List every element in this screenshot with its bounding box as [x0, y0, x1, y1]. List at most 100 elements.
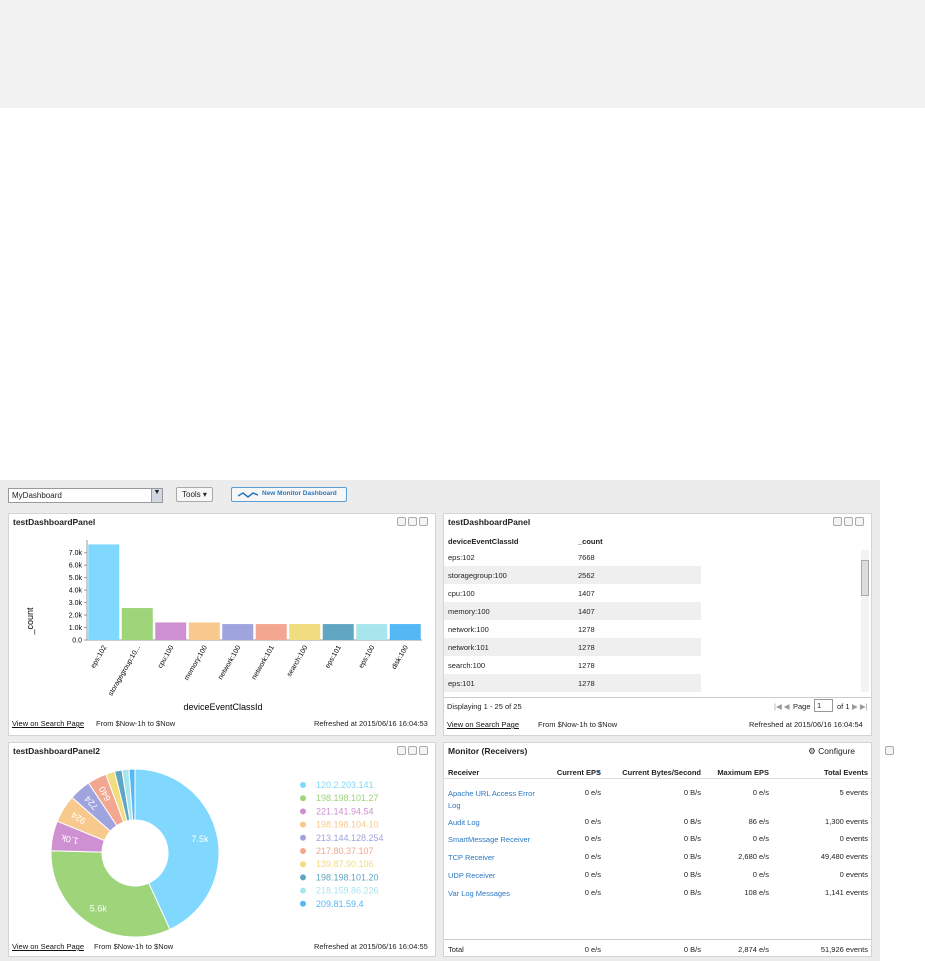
close-icon[interactable]: [883, 746, 897, 756]
refreshed-label: Refreshed at: [314, 719, 357, 728]
legend-marker: [300, 848, 306, 854]
refreshed-time: 2015/06/16 16:04:54: [794, 720, 863, 729]
table-row: cpu:100 1407: [444, 584, 701, 602]
panel-icons[interactable]: [831, 517, 869, 527]
table-cell: 1278: [578, 661, 595, 670]
total-rule: [444, 939, 871, 940]
total-cell: Total: [448, 945, 464, 954]
x-axis-label: deviceEventClassId: [183, 702, 262, 712]
column-header: Total Events: [823, 768, 868, 777]
legend-marker: [300, 795, 306, 802]
legend-label: 221.141.94.54: [316, 806, 374, 816]
x-tick-label: memory:100: [183, 644, 209, 681]
bar: [255, 624, 287, 640]
table-cell: 0 e/s: [584, 852, 601, 861]
bar: [322, 624, 354, 640]
search-link[interactable]: View on Search Page: [12, 719, 84, 728]
table-cell: 108 e/s: [744, 888, 769, 897]
x-tick-label: search:100: [286, 644, 309, 678]
panel-title: testDashboardPanel: [448, 517, 531, 527]
table-cell: cpu:100: [448, 589, 475, 598]
table-cell: 5 events: [839, 788, 868, 797]
scrollbar[interactable]: [861, 550, 869, 692]
receiver-link[interactable]: Audit Log: [448, 818, 480, 827]
column-header: Current EPS: [556, 768, 601, 777]
column-header: Maximum EPS: [717, 768, 769, 777]
page-input[interactable]: 1: [814, 699, 833, 712]
table-cell: 86 e/s: [748, 817, 769, 826]
table-cell: eps:102: [448, 553, 475, 562]
receiver-link[interactable]: Var Log Messages: [448, 889, 510, 898]
table-cell: 0 events: [839, 870, 868, 879]
table-cell: 49,480 events: [820, 852, 868, 861]
legend-marker: [300, 834, 306, 841]
panel: testDashboardPanel 0.0 1.0k 2.0k 3.0k 4.0k 5.…: [8, 513, 436, 736]
x-tick-label: network:101: [251, 644, 276, 681]
refreshed-label: Refreshed at: [749, 720, 792, 729]
legend-label: 198.198.104.10: [316, 820, 379, 830]
panel-icons[interactable]: [395, 517, 433, 527]
legend-label: 120.2.203.141: [316, 780, 374, 790]
y-tick-label: 0.0: [72, 638, 82, 645]
page-of: of 1: [837, 702, 850, 711]
table-cell: 0 B/s: [683, 788, 701, 797]
receiver-link[interactable]: TCP Receiver: [448, 853, 495, 862]
tools-label: Tools: [182, 490, 201, 499]
bar: [121, 608, 153, 640]
search-link[interactable]: View on Search Page: [12, 942, 84, 951]
legend-marker: [300, 808, 306, 815]
receiver-link[interactable]: UDP Receiver: [448, 871, 496, 880]
legend-label: 218.159.86.226: [316, 886, 379, 896]
table-cell: 0 e/s: [584, 817, 601, 826]
slice-label: 7.5k: [191, 834, 209, 844]
pager-last[interactable]: ▶ ▶|: [852, 702, 868, 711]
bar: [389, 624, 421, 640]
table-cell: 1278: [578, 643, 595, 652]
table-cell: 0 e/s: [752, 870, 769, 879]
pager-first[interactable]: |◀ ◀: [774, 702, 790, 711]
legend-label: 139.87.90.106: [316, 859, 374, 869]
dashboard-select[interactable]: MyDashboard ▼: [8, 488, 163, 503]
legend-label: 217.80.37.107: [316, 846, 374, 856]
panel-icons[interactable]: [395, 746, 433, 756]
table-row: network:100 1278: [444, 620, 701, 638]
column-header: _count: [578, 537, 603, 546]
table-cell: 0 e/s: [584, 788, 601, 797]
tools-button[interactable]: Tools ▾: [176, 487, 213, 502]
bar: [356, 624, 388, 640]
time-range: From $Now-1h to $Now: [96, 719, 176, 728]
receiver-link[interactable]: Apache URL Access Error Log: [448, 789, 535, 810]
pie-slice: [128, 768, 136, 821]
legend-label: 198.198.101.20: [316, 872, 379, 882]
new-monitor-label: New Monitor Dashboard: [262, 490, 337, 497]
table-cell: 0 events: [839, 834, 868, 843]
column-header: deviceEventClassId: [448, 537, 519, 546]
table-cell: 0 e/s: [584, 834, 601, 843]
panel: testDashboardPanel deviceEventClassId _co…: [443, 513, 872, 736]
x-tick-label: cpu:100: [157, 644, 176, 669]
table-cell: 0 e/s: [752, 834, 769, 843]
new-monitor-button[interactable]: New Monitor Dashboard: [231, 487, 347, 502]
y-tick-label: 5.0k: [69, 575, 83, 582]
search-link[interactable]: View on Search Page: [447, 720, 519, 729]
y-axis-label: _count: [25, 607, 35, 636]
table-cell: storagegroup:100: [448, 571, 507, 580]
table-cell: 2562: [578, 571, 595, 580]
bar: [88, 544, 120, 640]
table-cell: memory:100: [448, 607, 490, 616]
table-cell: 0 B/s: [683, 870, 701, 879]
table-row: eps:102 7668: [444, 548, 701, 566]
configure-button[interactable]: ⚙ Configure: [808, 746, 855, 756]
page-label: Page: [793, 702, 811, 711]
table-row: network:101 1278: [444, 638, 701, 656]
total-cell: 0 B/s: [683, 945, 701, 954]
table-cell: network:100: [448, 625, 489, 634]
table-cell: 1,141 events: [825, 888, 868, 897]
sort-icon: ▾: [597, 769, 601, 776]
y-tick-label: 4.0k: [69, 588, 83, 595]
table-cell: search:100: [448, 661, 486, 670]
table-row: eps:101 1278: [444, 674, 701, 692]
receiver-link[interactable]: SmartMessage Receiver: [448, 835, 531, 844]
